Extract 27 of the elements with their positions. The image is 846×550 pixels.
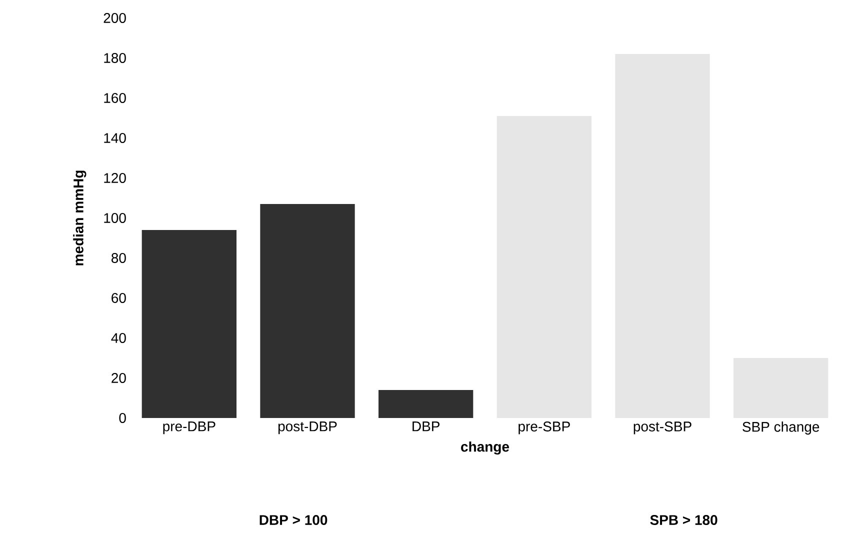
x-axis-title: change [461, 441, 510, 455]
text: SPB > 180 [650, 515, 718, 525]
y-tick-label: 200 [104, 13, 126, 23]
y-axis-title: median mmHg [73, 170, 86, 266]
text: DBP > 100 [260, 515, 328, 525]
x-tick-label: pre-SBP [518, 422, 570, 434]
y-tick-label: 180 [104, 53, 126, 63]
y-tick-label: 20 [112, 373, 126, 383]
bar [142, 230, 236, 418]
x-tick-label: DBP [412, 422, 440, 432]
y-tick-label: 120 [104, 173, 126, 183]
y-tick-label: 100 [104, 213, 126, 223]
x-tick-label: pre-DBP [163, 422, 216, 434]
y-tick-label: 0 [119, 413, 126, 423]
y-tick-label: 40 [111, 333, 126, 343]
y-tick-label: 140 [104, 133, 126, 143]
x-tick-label: post-SBP [634, 422, 692, 434]
bar [615, 54, 710, 418]
x-tick-label: SBP change [742, 422, 820, 435]
x-tick-label: post-DBP [278, 422, 337, 434]
bar [496, 116, 592, 418]
bar [378, 390, 474, 418]
y-tick-label: 80 [112, 253, 126, 263]
y-tick-label: 60 [112, 293, 126, 303]
bar [260, 204, 355, 418]
bar [734, 358, 828, 418]
y-tick-label: 160 [104, 93, 126, 103]
